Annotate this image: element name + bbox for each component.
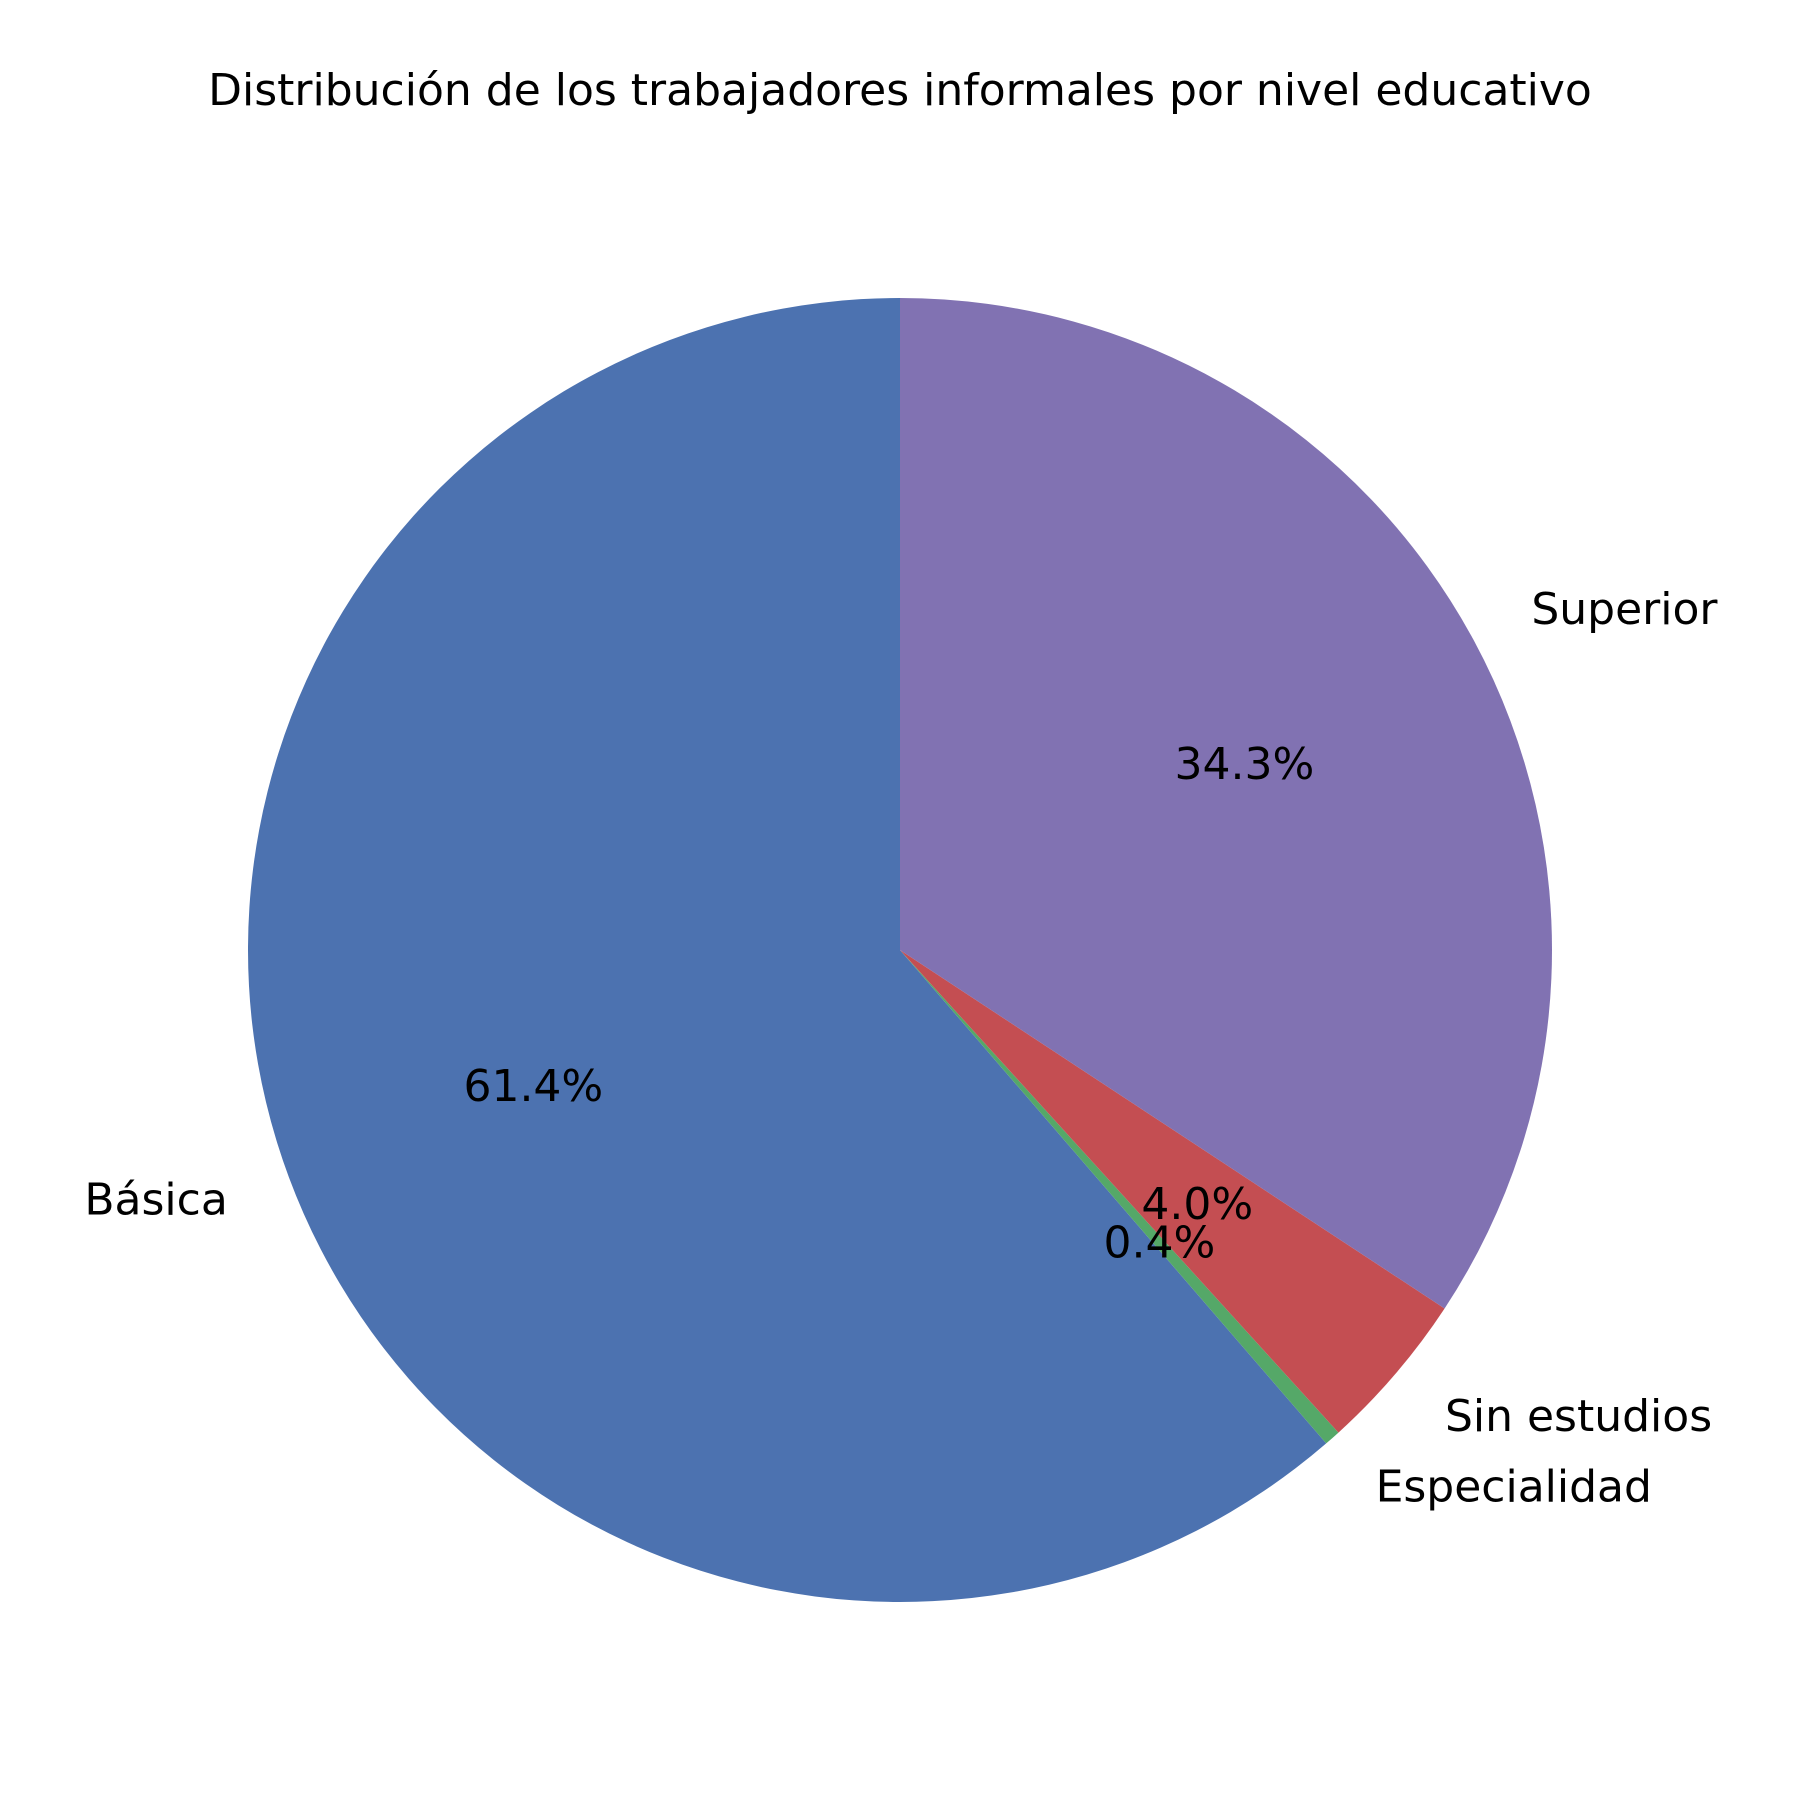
pct-label-basica: 61.4%	[463, 1061, 603, 1112]
slice-label-especialidad: Especialidad	[1376, 1461, 1652, 1512]
pie-slice-sin-estudios	[900, 950, 1445, 1433]
chart-title: Distribución de los trabajadores informa…	[208, 65, 1592, 116]
pct-label-especialidad: 0.4%	[1104, 1217, 1216, 1268]
pie-slice-especialidad	[900, 950, 1339, 1444]
slice-label-sin-estudios: Sin estudios	[1445, 1391, 1712, 1442]
pct-label-superior: 34.3%	[1174, 739, 1314, 790]
pie-slice-basica	[247, 298, 1327, 1603]
slice-label-superior: Superior	[1531, 584, 1718, 635]
pct-label-sin-estudios: 4.0%	[1141, 1179, 1253, 1230]
slice-label-basica: Básica	[84, 1175, 227, 1226]
pie-slices	[247, 297, 1552, 1603]
pie-slice-superior	[900, 297, 1552, 1309]
pie-labels: Básica 61.4% Especialidad 0.4% Sin estudios 4…	[84, 584, 1718, 1512]
